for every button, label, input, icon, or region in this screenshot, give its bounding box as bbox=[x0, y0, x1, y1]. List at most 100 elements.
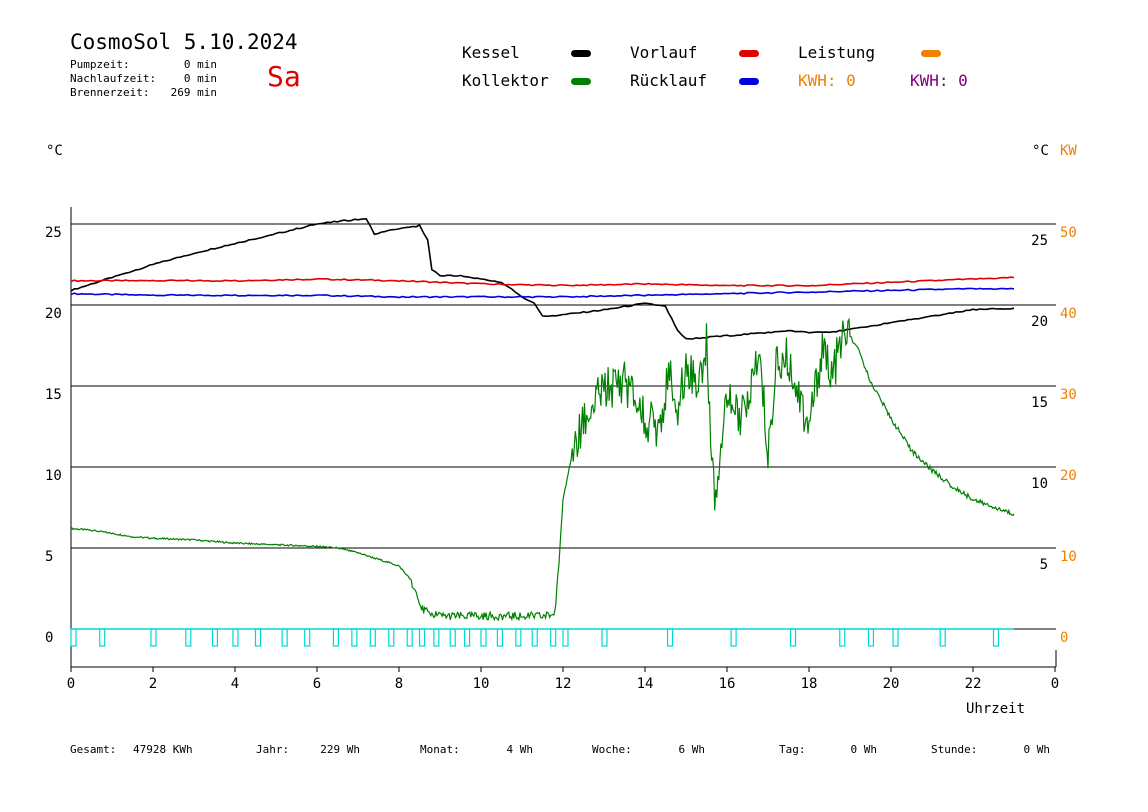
footer-gesamt-label: Gesamt: bbox=[70, 743, 117, 756]
x-axis-label: Uhrzeit bbox=[966, 701, 1026, 717]
pump-marker bbox=[515, 628, 522, 647]
x-tick-label: 4 bbox=[231, 676, 239, 692]
y-kw-tick-label: 20 bbox=[1060, 468, 1077, 484]
x-tick-label: 20 bbox=[883, 676, 900, 692]
x-tick-label: 0 bbox=[67, 676, 75, 692]
x-tick-label: 0 bbox=[1051, 676, 1059, 692]
weekday-label: Sa bbox=[267, 60, 301, 93]
legend-kollektor-swatch bbox=[571, 78, 591, 85]
pump-marker bbox=[480, 628, 487, 647]
pump-marker bbox=[939, 628, 946, 647]
right-axis-unit: °C bbox=[1032, 143, 1049, 159]
legend-leistung-label: Leistung bbox=[798, 43, 876, 62]
y-right-tick-label: 15 bbox=[1031, 395, 1048, 411]
right-axis-kw-unit: KW bbox=[1060, 143, 1077, 159]
pump-marker bbox=[666, 628, 674, 647]
legend-ruecklauf-swatch bbox=[739, 78, 759, 85]
legend-kessel-label: Kessel bbox=[462, 43, 520, 62]
footer-jahr-value: 229 Wh bbox=[320, 743, 360, 756]
y-right-tick-label: 25 bbox=[1031, 233, 1048, 249]
nachlaufzeit-label: Nachlaufzeit: bbox=[70, 72, 157, 85]
pump-marker bbox=[232, 628, 239, 647]
x-tick-label: 10 bbox=[473, 676, 490, 692]
series-vorlauf-line bbox=[70, 276, 1015, 288]
pumpzeit-label: Pumpzeit: bbox=[70, 58, 130, 71]
chart-title: CosmoSol 5.10.2024 bbox=[70, 30, 298, 54]
pump-marker bbox=[99, 628, 106, 647]
y-left-tick-label: 15 bbox=[45, 387, 62, 403]
y-left-tick-label: 25 bbox=[45, 225, 62, 241]
y-left-tick-label: 20 bbox=[45, 306, 62, 322]
x-tick-label: 12 bbox=[555, 676, 572, 692]
footer-gesamt-value: 47928 KWh bbox=[133, 743, 193, 756]
pump-marker bbox=[388, 628, 395, 647]
pump-marker bbox=[185, 628, 192, 647]
x-tick-label: 8 bbox=[395, 676, 403, 692]
x-tick-label: 6 bbox=[313, 676, 321, 692]
y-left-tick-label: 0 bbox=[45, 630, 53, 646]
series-kollektor-line bbox=[70, 317, 1015, 622]
y-left-tick-label: 10 bbox=[45, 468, 62, 484]
y-kw-tick-label: 50 bbox=[1060, 225, 1077, 241]
x-tick-label: 18 bbox=[801, 676, 818, 692]
pump-marker bbox=[254, 628, 262, 647]
pump-marker bbox=[789, 628, 797, 647]
pump-marker bbox=[550, 628, 557, 647]
series-kessel-line bbox=[70, 217, 1015, 340]
kwh-purple-label: KWH: 0 bbox=[910, 71, 968, 90]
pump-marker bbox=[464, 628, 471, 647]
legend-kollektor-label: Kollektor bbox=[462, 71, 549, 90]
pump-marker bbox=[892, 628, 899, 647]
pump-marker bbox=[496, 628, 503, 647]
pump-marker bbox=[418, 628, 426, 647]
kwh-orange-label: KWH: 0 bbox=[798, 71, 856, 90]
footer-tag-label: Tag: bbox=[779, 743, 806, 756]
pump-marker bbox=[867, 628, 875, 647]
y-kw-tick-label: 40 bbox=[1060, 306, 1077, 322]
left-axis-unit: °C bbox=[46, 143, 63, 159]
footer-stunde-value: 0 Wh bbox=[1023, 743, 1051, 756]
legend-ruecklauf-label: Rücklauf bbox=[630, 71, 708, 90]
x-tick-label: 22 bbox=[965, 676, 982, 692]
footer-monat-label: Monat: bbox=[420, 743, 460, 756]
x-tick-label: 14 bbox=[637, 676, 654, 692]
footer-stunde-label: Stunde: bbox=[931, 743, 978, 756]
legend-kessel-swatch bbox=[571, 50, 591, 57]
pump-marker bbox=[150, 628, 157, 647]
y-kw-tick-label: 0 bbox=[1060, 630, 1068, 646]
pump-marker bbox=[406, 628, 413, 647]
series-ruecklauf-line bbox=[70, 287, 1015, 299]
y-right-tick-label: 5 bbox=[1040, 557, 1048, 573]
pump-marker bbox=[449, 628, 456, 647]
pump-marker bbox=[601, 628, 608, 647]
x-tick-label: 16 bbox=[719, 676, 736, 692]
pump-marker bbox=[992, 628, 1000, 647]
y-kw-tick-label: 30 bbox=[1060, 387, 1077, 403]
legend-vorlauf-label: Vorlauf bbox=[630, 43, 698, 62]
pump-marker bbox=[332, 628, 339, 647]
pump-marker bbox=[304, 628, 311, 647]
y-left-tick-label: 5 bbox=[45, 549, 53, 565]
pump-marker bbox=[351, 628, 358, 647]
footer-jahr-label: Jahr: bbox=[256, 743, 290, 756]
brennerzeit-value: 269 min bbox=[170, 86, 217, 99]
legend-vorlauf-swatch bbox=[739, 50, 759, 57]
pump-marker bbox=[281, 628, 288, 647]
pump-marker bbox=[211, 628, 219, 647]
nachlaufzeit-value: 0 min bbox=[183, 72, 217, 85]
y-right-tick-label: 20 bbox=[1031, 314, 1048, 330]
footer-monat-value: 4 Wh bbox=[506, 743, 534, 756]
pump-marker bbox=[531, 628, 538, 647]
pump-marker bbox=[433, 628, 440, 647]
footer-woche-label: Woche: bbox=[592, 743, 632, 756]
pump-marker bbox=[369, 628, 376, 647]
pump-marker bbox=[562, 628, 569, 647]
pumpzeit-value: 0 min bbox=[183, 58, 217, 71]
footer-woche-value: 6 Wh bbox=[678, 743, 706, 756]
pump-marker bbox=[839, 628, 846, 647]
pump-marker bbox=[70, 628, 77, 647]
y-kw-tick-label: 10 bbox=[1060, 549, 1077, 565]
footer-tag-value: 0 Wh bbox=[850, 743, 878, 756]
legend-leistung-swatch bbox=[921, 50, 941, 57]
